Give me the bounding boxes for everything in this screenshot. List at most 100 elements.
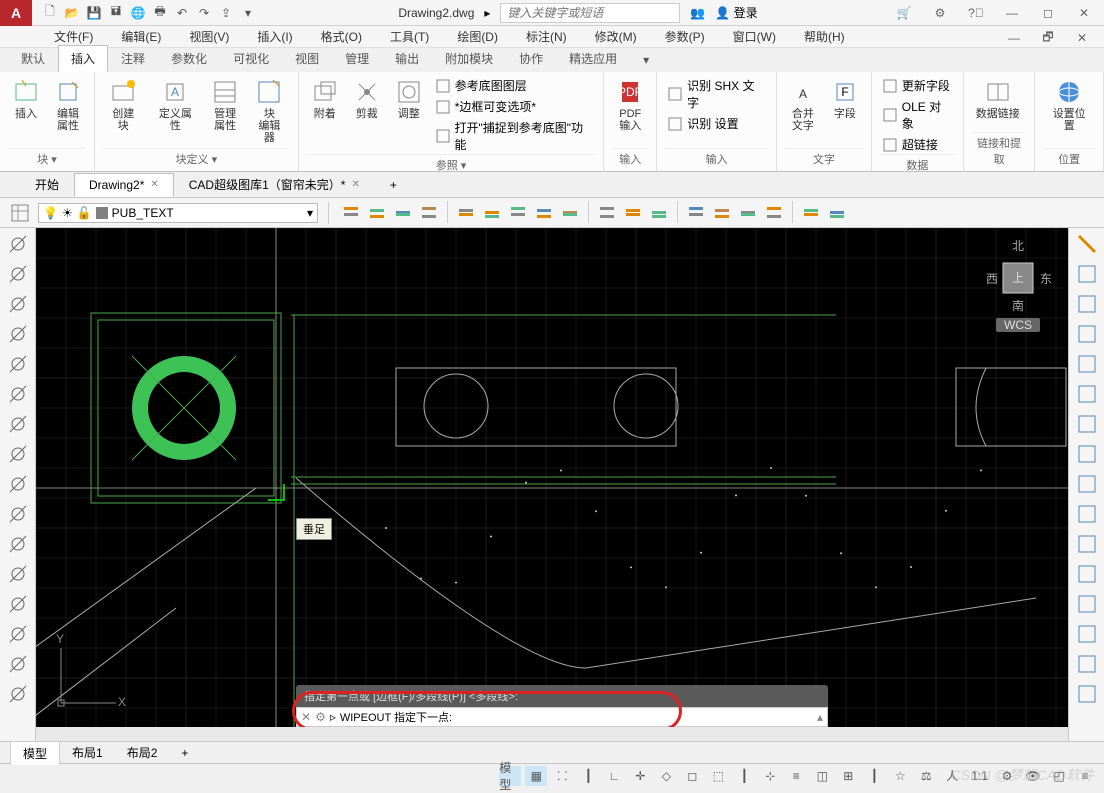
layertb-pal-icon[interactable] <box>710 201 734 225</box>
draw-hatch-icon[interactable] <box>6 442 30 466</box>
rtab-7[interactable]: 输出 <box>382 45 432 72</box>
layertb-setbylayer-icon[interactable] <box>799 201 823 225</box>
layouttab-0[interactable]: 模型 <box>10 741 60 765</box>
btn-pdf[interactable]: PDFPDF输入 <box>612 76 648 134</box>
layertb-walk-icon[interactable] <box>558 201 582 225</box>
btn-manage[interactable]: 管理属性 <box>207 76 243 134</box>
cmd-close-icon[interactable]: ✕ <box>301 710 311 724</box>
modify-explode-icon[interactable] <box>1075 562 1099 586</box>
btn-merge[interactable]: A合并文字 <box>785 76 821 134</box>
sb-otrack-icon[interactable]: ⊹ <box>759 766 781 786</box>
sb-ortho-icon[interactable]: ∟ <box>603 766 625 786</box>
sb-tr-icon[interactable]: ◫ <box>811 766 833 786</box>
doctab-1[interactable]: Drawing2*✕ <box>74 173 174 197</box>
rtab-0[interactable]: 默认 <box>8 45 58 72</box>
layertb-clean-icon[interactable] <box>647 201 671 225</box>
btn-create[interactable]: 创建块 <box>103 76 144 134</box>
rtab-5[interactable]: 视图 <box>282 45 332 72</box>
rtab-more[interactable]: ▾ <box>630 48 662 72</box>
qat-open-icon[interactable]: 📂 <box>62 3 82 23</box>
layouttab-1[interactable]: 布局1 <box>60 741 115 764</box>
draw-3d-icon[interactable] <box>6 682 30 706</box>
draw-ellipse-icon[interactable] <box>6 412 30 436</box>
layertb-purge-icon[interactable] <box>762 201 786 225</box>
viewcube[interactable]: 北 西 上 东 南 WCS <box>978 238 1058 338</box>
layertb-layers-icon[interactable] <box>339 201 363 225</box>
layer-prop-icon[interactable] <box>8 201 32 225</box>
menu-N[interactable]: 标注(N) <box>512 28 581 45</box>
qat-saveas-icon[interactable]: 🖬 <box>106 3 126 23</box>
sb-3dosnap-icon[interactable]: ⬚ <box>707 766 729 786</box>
sb-lwt-icon[interactable]: ≡ <box>785 766 807 786</box>
row-item[interactable]: OLE 对象 <box>880 97 955 133</box>
qat-share-icon[interactable]: ⇪ <box>216 3 236 23</box>
sb-osnap-icon[interactable]: ◻ <box>681 766 703 786</box>
sb-snap-icon[interactable]: ⸬ <box>551 766 573 786</box>
rtab-3[interactable]: 参数化 <box>158 45 220 72</box>
draw-donut-icon[interactable] <box>6 622 30 646</box>
modify-move-icon[interactable] <box>1075 232 1099 256</box>
modify-offset-icon[interactable] <box>1075 592 1099 616</box>
qat-plot-icon[interactable]: 🖶 <box>150 3 170 23</box>
sb-iso-icon[interactable]: ◇ <box>655 766 677 786</box>
row-item[interactable]: 识别 设置 <box>665 114 768 133</box>
doctab-0[interactable]: 开始 <box>20 171 74 198</box>
menu-I[interactable]: 插入(I) <box>243 28 306 45</box>
sb-annot-icon[interactable]: ⚖ <box>915 766 937 786</box>
modify-stretch-icon[interactable] <box>1075 292 1099 316</box>
btn-field[interactable]: F字段 <box>827 76 863 122</box>
row-item[interactable]: *边框可变选项* <box>433 97 596 116</box>
rtab-8[interactable]: 附加模块 <box>432 45 506 72</box>
draw-spline-icon[interactable] <box>6 472 30 496</box>
modify-copy-icon[interactable] <box>1075 262 1099 286</box>
qat-new-icon[interactable]: 🗋 <box>40 3 60 23</box>
draw-xline-icon[interactable] <box>6 502 30 526</box>
rtab-6[interactable]: 管理 <box>332 45 382 72</box>
rtab-2[interactable]: 注释 <box>108 45 158 72</box>
sb-qp-icon[interactable]: ⊞ <box>837 766 859 786</box>
btn-defattr[interactable]: A定义属性 <box>150 76 201 134</box>
btn-editattr[interactable]: 编辑属性 <box>50 76 86 134</box>
qat-undo-icon[interactable]: ↶ <box>172 3 192 23</box>
layertb-off-icon[interactable] <box>454 201 478 225</box>
modify-rotate-icon[interactable] <box>1075 322 1099 346</box>
layertb-lock-icon[interactable] <box>480 201 504 225</box>
layertb-del-icon[interactable] <box>621 201 645 225</box>
modify-break-icon[interactable] <box>1075 652 1099 676</box>
rtab-9[interactable]: 协作 <box>506 45 556 72</box>
menu-O[interactable]: 格式(O) <box>307 28 376 45</box>
exchange-icon[interactable]: 🛒 <box>890 3 918 23</box>
draw-helix-icon[interactable] <box>6 652 30 676</box>
qat-redo-icon[interactable]: ↷ <box>194 3 214 23</box>
draw-cloud-icon[interactable] <box>6 592 30 616</box>
search-input[interactable] <box>500 3 680 23</box>
modify-mirror-icon[interactable] <box>1075 352 1099 376</box>
row-item[interactable]: 打开"捕捉到参考底图"功能 <box>433 118 596 154</box>
qat-dropdown-icon[interactable]: ▾ <box>238 3 258 23</box>
sb-polar-icon[interactable]: ✛ <box>629 766 651 786</box>
layertb-freeze-icon[interactable] <box>417 201 441 225</box>
layouttab-2[interactable]: 布局2 <box>115 741 170 764</box>
menu-F[interactable]: 文件(F) <box>40 28 107 45</box>
login-link[interactable]: 👤 登录 <box>715 4 757 21</box>
sb-model-button[interactable]: 模型 <box>499 766 521 786</box>
command-input[interactable] <box>340 711 813 723</box>
close-button[interactable]: ✕ <box>1070 3 1098 23</box>
menu-H[interactable]: 帮助(H) <box>790 28 859 45</box>
cmd-up-icon[interactable]: ▴ <box>817 710 823 724</box>
layertb-iso-icon[interactable] <box>391 201 415 225</box>
qat-web-icon[interactable]: 🌐 <box>128 3 148 23</box>
layertb-changel-icon[interactable] <box>825 201 849 225</box>
infocenter-icon[interactable]: 👥 <box>690 6 705 20</box>
modify-extend-icon[interactable] <box>1075 442 1099 466</box>
sb-cycle-icon[interactable]: ☆ <box>889 766 911 786</box>
draw-arc-icon[interactable] <box>6 322 30 346</box>
rtab-1[interactable]: 插入 <box>58 45 108 72</box>
modify-chamfer-icon[interactable] <box>1075 682 1099 706</box>
doctab-close-icon[interactable]: ✕ <box>150 179 158 190</box>
layertb-match-icon[interactable] <box>365 201 389 225</box>
layertb-filter-icon[interactable] <box>684 201 708 225</box>
row-item[interactable]: 参考底图图层 <box>433 76 596 95</box>
qat-save-icon[interactable]: 💾 <box>84 3 104 23</box>
btn-datalink[interactable]: 数据链接 <box>972 76 1024 122</box>
